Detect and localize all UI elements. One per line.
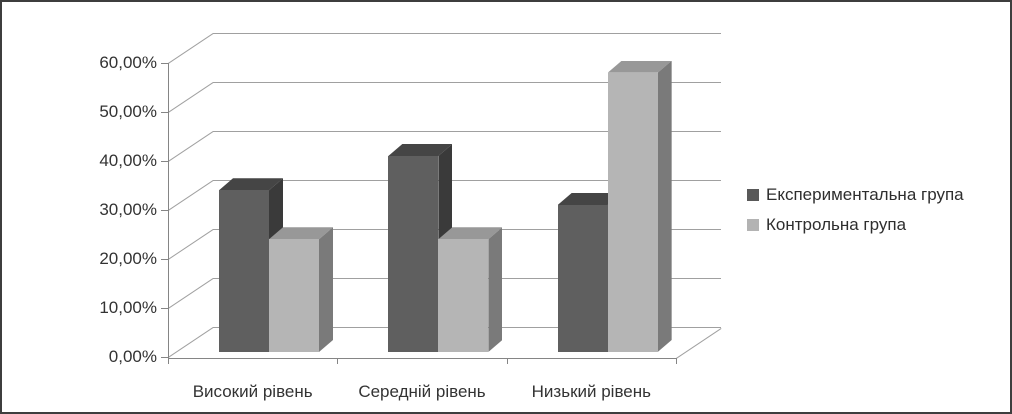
y-axis-label: 30,00% bbox=[99, 200, 157, 219]
x-axis-label: Низький рівень bbox=[531, 382, 651, 401]
bar-front bbox=[219, 190, 269, 352]
bar-side bbox=[319, 227, 333, 352]
x-axis-tick bbox=[675, 358, 677, 364]
y-axis-label: 10,00% bbox=[99, 298, 157, 317]
y-axis-label: 50,00% bbox=[99, 102, 157, 121]
legend-label: Контрольна група bbox=[766, 215, 907, 234]
gridline-diagonal bbox=[168, 327, 214, 358]
y-axis-tick bbox=[161, 259, 168, 260]
x-axis-label: Середній рівень bbox=[358, 382, 486, 401]
bar-front bbox=[269, 239, 319, 352]
bar-side bbox=[657, 60, 672, 352]
gridline-diagonal bbox=[168, 82, 214, 113]
y-axis-tick bbox=[161, 308, 168, 309]
x-axis-label: Високий рівень bbox=[192, 382, 313, 401]
gridline-diagonal bbox=[168, 278, 214, 309]
y-axis-tick bbox=[161, 63, 168, 64]
gridline bbox=[213, 131, 721, 132]
gridline-diagonal bbox=[168, 229, 214, 260]
legend-item: Контрольна група bbox=[747, 213, 964, 237]
y-axis-label: 60,00% bbox=[99, 53, 157, 72]
y-axis-label: 20,00% bbox=[99, 249, 157, 268]
bar-front bbox=[388, 156, 439, 352]
bar-front bbox=[557, 205, 608, 352]
bar-side bbox=[488, 227, 503, 352]
legend-label: Експериментальна група bbox=[766, 185, 964, 204]
bar-top bbox=[269, 227, 333, 240]
legend-marker-icon bbox=[747, 219, 759, 231]
floor-diagonal bbox=[676, 328, 722, 359]
gridline bbox=[213, 82, 721, 83]
y-axis-tick bbox=[161, 357, 168, 358]
y-axis-label: 0,00% bbox=[108, 347, 157, 366]
y-axis-label: 40,00% bbox=[99, 151, 157, 170]
x-axis-tick bbox=[168, 358, 169, 364]
y-axis-tick bbox=[161, 210, 168, 211]
bar-front bbox=[607, 72, 658, 352]
gridline-diagonal bbox=[168, 131, 214, 162]
x-axis-tick bbox=[506, 358, 508, 364]
bar-top bbox=[557, 193, 622, 205]
y-axis-tick bbox=[161, 112, 168, 113]
x-axis bbox=[168, 358, 677, 359]
bar-top bbox=[388, 144, 453, 156]
y-axis-tick bbox=[161, 161, 168, 162]
x-axis-tick bbox=[337, 358, 339, 364]
bar-top bbox=[219, 178, 283, 191]
bar-top bbox=[438, 227, 503, 240]
legend-item: Експериментальна група bbox=[747, 183, 964, 207]
gridline bbox=[213, 33, 721, 34]
legend: Експериментальна група Контрольна група bbox=[747, 183, 964, 243]
bar-top bbox=[607, 60, 672, 73]
gridline-diagonal bbox=[168, 180, 214, 211]
bar-front bbox=[438, 239, 489, 352]
gridline bbox=[213, 180, 721, 181]
gridline-diagonal bbox=[168, 33, 214, 64]
y-axis bbox=[168, 63, 169, 358]
legend-marker-icon bbox=[747, 189, 759, 201]
